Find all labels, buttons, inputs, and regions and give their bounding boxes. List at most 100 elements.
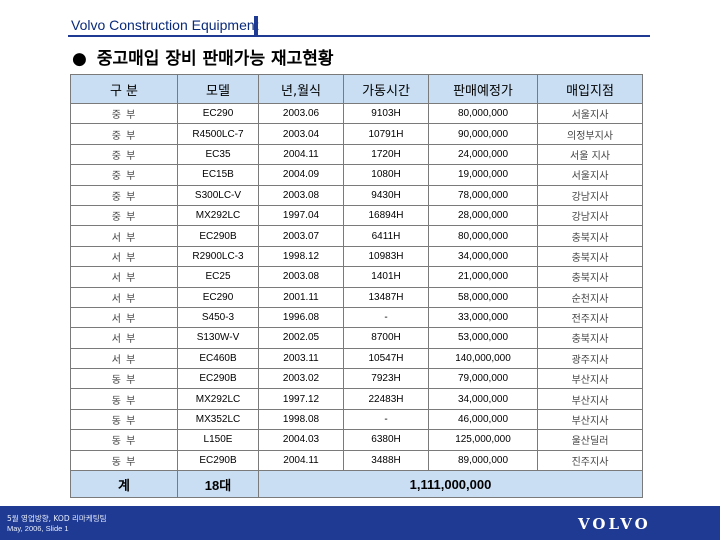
cell-year-month: 2004.03 bbox=[258, 429, 344, 451]
table-row: 서 부 EC460B 2003.11 10547H 140,000,000 광주지사 bbox=[70, 347, 643, 370]
cell-operating-hours: - bbox=[343, 408, 429, 431]
cell-branch: 의정부지사 bbox=[537, 123, 643, 145]
cell-model: EC290B bbox=[177, 449, 259, 472]
cell-model: R2900LC-3 bbox=[177, 245, 259, 268]
cell-planned-price: 53,000,000 bbox=[428, 327, 538, 349]
cell-branch: 충북지사 bbox=[537, 327, 643, 349]
cell-model: EC290 bbox=[177, 102, 259, 125]
cell-branch: 진주지사 bbox=[537, 449, 643, 472]
cell-operating-hours: - bbox=[343, 306, 429, 329]
table-row: 중 부 EC290 2003.06 9103H 80,000,000 서울지사 bbox=[70, 102, 643, 125]
cell-planned-price: 80,000,000 bbox=[428, 102, 538, 125]
cell-division: 서 부 bbox=[70, 306, 178, 329]
cell-division: 서 부 bbox=[70, 347, 178, 370]
slide-title: ● 중고매입 장비 판매가능 재고현황 bbox=[72, 44, 334, 69]
cell-planned-price: 140,000,000 bbox=[428, 347, 538, 370]
cell-operating-hours: 1080H bbox=[343, 164, 429, 186]
cell-branch: 서울지사 bbox=[537, 164, 643, 186]
volvo-logo: VOLVO bbox=[578, 515, 651, 533]
cell-planned-price: 28,000,000 bbox=[428, 204, 538, 227]
cell-model: EC290B bbox=[177, 225, 259, 247]
bullet-icon: ● bbox=[72, 49, 87, 69]
slide-title-text: 중고매입 장비 판매가능 재고현황 bbox=[96, 49, 334, 69]
cell-division: 서 부 bbox=[70, 327, 178, 349]
column-header-branch: 매입지점 bbox=[537, 74, 643, 104]
cell-year-month: 2003.07 bbox=[258, 225, 344, 247]
cell-branch: 부산지사 bbox=[537, 368, 643, 390]
cell-planned-price: 19,000,000 bbox=[428, 164, 538, 186]
header-divider bbox=[68, 35, 650, 37]
table-total-row: 계 18대 1,111,000,000 bbox=[70, 470, 643, 499]
cell-division: 동 부 bbox=[70, 429, 178, 451]
cell-operating-hours: 10791H bbox=[343, 123, 429, 145]
header-accent-bar bbox=[254, 16, 258, 35]
table-row: 동 부 EC290B 2003.02 7923H 79,000,000 부산지사 bbox=[70, 368, 643, 390]
footer-department: 5월 영업방향, KOD 리마케팅팀 bbox=[7, 514, 107, 523]
cell-model: EC460B bbox=[177, 347, 259, 370]
cell-planned-price: 125,000,000 bbox=[428, 429, 538, 451]
table-row: 서 부 S130W-V 2002.05 8700H 53,000,000 충북지사 bbox=[70, 327, 643, 349]
cell-operating-hours: 7923H bbox=[343, 368, 429, 390]
cell-year-month: 2003.08 bbox=[258, 184, 344, 206]
cell-branch: 강남지사 bbox=[537, 204, 643, 227]
cell-year-month: 2003.02 bbox=[258, 368, 344, 390]
cell-branch: 서울 지사 bbox=[537, 143, 643, 166]
table-row: 중 부 EC15B 2004.09 1080H 19,000,000 서울지사 bbox=[70, 164, 643, 186]
cell-division: 중 부 bbox=[70, 204, 178, 227]
cell-year-month: 1998.08 bbox=[258, 408, 344, 431]
cell-branch: 전주지사 bbox=[537, 306, 643, 329]
cell-year-month: 1996.08 bbox=[258, 306, 344, 329]
cell-model: EC15B bbox=[177, 164, 259, 186]
cell-division: 중 부 bbox=[70, 102, 178, 125]
cell-division: 서 부 bbox=[70, 286, 178, 308]
cell-planned-price: 33,000,000 bbox=[428, 306, 538, 329]
cell-division: 동 부 bbox=[70, 449, 178, 472]
table-row: 중 부 S300LC-V 2003.08 9430H 78,000,000 강남지사 bbox=[70, 184, 643, 206]
cell-model: EC25 bbox=[177, 266, 259, 288]
table-row: 서 부 R2900LC-3 1998.12 10983H 34,000,000 충북지사 bbox=[70, 245, 643, 268]
cell-year-month: 2004.09 bbox=[258, 164, 344, 186]
table-row: 중 부 R4500LC-7 2003.04 10791H 90,000,000 의정부지사 bbox=[70, 123, 643, 145]
cell-operating-hours: 1401H bbox=[343, 266, 429, 288]
cell-branch: 순천지사 bbox=[537, 286, 643, 308]
cell-year-month: 1997.04 bbox=[258, 204, 344, 227]
cell-planned-price: 46,000,000 bbox=[428, 408, 538, 431]
cell-planned-price: 24,000,000 bbox=[428, 143, 538, 166]
cell-division: 중 부 bbox=[70, 143, 178, 166]
table-row: 동 부 MX352LC 1998.08-46,000,000 부산지사 bbox=[70, 408, 643, 431]
table-row: 중 부 MX292LC 1997.04 16894H 28,000,000 강남지사 bbox=[70, 204, 643, 227]
cell-model: EC35 bbox=[177, 143, 259, 166]
cell-division: 동 부 bbox=[70, 388, 178, 410]
cell-year-month: 2001.11 bbox=[258, 286, 344, 308]
table-row: 서 부 S450-3 1996.08-33,000,000 전주지사 bbox=[70, 306, 643, 329]
cell-operating-hours: 10983H bbox=[343, 245, 429, 268]
cell-division: 중 부 bbox=[70, 123, 178, 145]
cell-division: 동 부 bbox=[70, 368, 178, 390]
company-name: Volvo Construction Equipment bbox=[71, 17, 259, 33]
cell-model: EC290B bbox=[177, 368, 259, 390]
cell-year-month: 2004.11 bbox=[258, 143, 344, 166]
column-header-planned-price: 판매예정가 bbox=[428, 74, 538, 104]
table-row: 동 부 EC290B 2004.11 3488H 89,000,000 진주지사 bbox=[70, 449, 643, 472]
cell-planned-price: 79,000,000 bbox=[428, 368, 538, 390]
cell-planned-price: 58,000,000 bbox=[428, 286, 538, 308]
cell-year-month: 1998.12 bbox=[258, 245, 344, 268]
cell-branch: 광주지사 bbox=[537, 347, 643, 370]
cell-division: 중 부 bbox=[70, 164, 178, 186]
cell-planned-price: 90,000,000 bbox=[428, 123, 538, 145]
table-header-row: 구 분 모델 년,월식 가동시간 판매예정가 매입지점 bbox=[70, 74, 643, 104]
cell-operating-hours: 3488H bbox=[343, 449, 429, 472]
cell-operating-hours: 6411H bbox=[343, 225, 429, 247]
cell-year-month: 2004.11 bbox=[258, 449, 344, 472]
cell-branch: 충북지사 bbox=[537, 266, 643, 288]
cell-operating-hours: 16894H bbox=[343, 204, 429, 227]
cell-branch: 강남지사 bbox=[537, 184, 643, 206]
cell-year-month: 2003.11 bbox=[258, 347, 344, 370]
cell-operating-hours: 9103H bbox=[343, 102, 429, 125]
cell-model: S300LC-V bbox=[177, 184, 259, 206]
cell-operating-hours: 8700H bbox=[343, 327, 429, 349]
cell-model: R4500LC-7 bbox=[177, 123, 259, 145]
cell-operating-hours: 6380H bbox=[343, 429, 429, 451]
table-row: 서 부 EC25 2003.08 1401H 21,000,000 충북지사 bbox=[70, 266, 643, 288]
cell-model: MX352LC bbox=[177, 408, 259, 431]
